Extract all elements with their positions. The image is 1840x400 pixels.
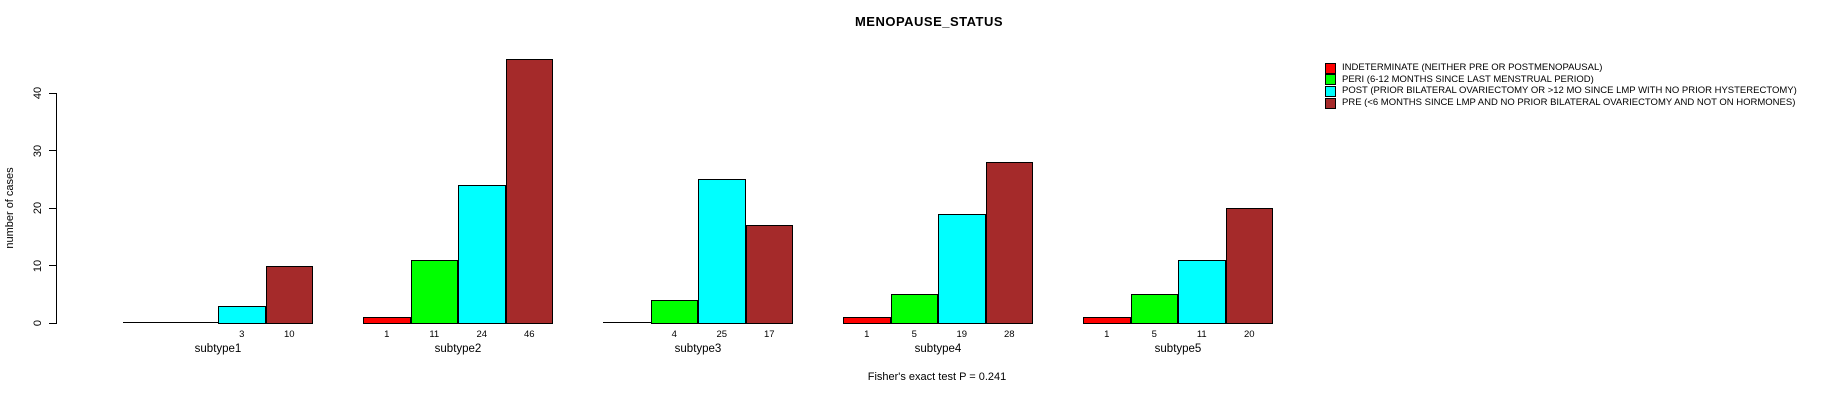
category-label: subtype4 — [914, 343, 962, 355]
bar — [265, 265, 313, 324]
bar-value-label: 20 — [1243, 329, 1255, 340]
bar-value-label: 24 — [476, 329, 488, 340]
legend-label: PRE (<6 MONTHS SINCE LMP AND NO PRIOR BI… — [1342, 97, 1796, 109]
bar — [505, 58, 553, 324]
bar-value-label: 4 — [671, 329, 677, 340]
bar — [458, 185, 506, 324]
bar — [363, 317, 411, 324]
bar-value-label: 1 — [384, 329, 390, 340]
bar — [938, 213, 986, 324]
chart-title: MENOPAUSE_STATUS — [854, 14, 1004, 29]
bar — [218, 305, 266, 324]
bar-value-label: 17 — [763, 329, 775, 340]
bar-value-label: 10 — [283, 329, 295, 340]
bar — [890, 294, 938, 324]
category-label: subtype3 — [674, 343, 722, 355]
legend-swatch — [1325, 85, 1336, 97]
bar — [843, 317, 891, 324]
footer-annotation: Fisher's exact test P = 0.241 — [867, 371, 1007, 383]
bar — [1225, 208, 1273, 324]
y-axis-line — [56, 93, 57, 324]
bar-value-label: 19 — [956, 329, 968, 340]
y-tick — [49, 92, 56, 94]
bar-value-label: 5 — [1151, 329, 1157, 340]
bar — [745, 225, 793, 324]
bar-value-label: 11 — [1196, 329, 1207, 340]
bar-value-label: 3 — [239, 329, 245, 340]
bar — [1083, 317, 1131, 324]
bar-value-label: 5 — [911, 329, 917, 340]
bar-value-label: 46 — [523, 329, 535, 340]
bar — [650, 300, 698, 324]
legend-swatch — [1325, 62, 1336, 74]
y-tick-label: 30 — [32, 144, 44, 157]
y-tick — [49, 265, 56, 266]
y-tick-label: 20 — [32, 201, 44, 215]
y-tick — [49, 150, 56, 151]
y-tick — [49, 207, 56, 209]
category-label: subtype2 — [434, 343, 482, 355]
legend-label: POST (PRIOR BILATERAL OVARIECTOMY OR >12… — [1342, 85, 1797, 97]
legend-swatch — [1325, 97, 1336, 109]
bar — [410, 259, 458, 324]
y-tick-label: 10 — [32, 259, 44, 272]
legend-label: INDETERMINATE (NEITHER PRE OR POSTMENOPA… — [1342, 62, 1603, 73]
bar — [698, 179, 746, 324]
bar-value-label: 11 — [429, 329, 440, 340]
y-tick-label: 40 — [32, 86, 44, 100]
bar-value-label: 28 — [1003, 329, 1015, 340]
bar — [1130, 294, 1178, 324]
bar-value-label: 25 — [716, 329, 728, 340]
bar-value-label: 1 — [864, 329, 870, 340]
category-label: subtype5 — [1154, 343, 1202, 355]
category-label: subtype1 — [194, 343, 242, 355]
y-tick — [49, 322, 56, 324]
bar-value-label: 1 — [1104, 329, 1110, 340]
bar — [985, 162, 1033, 324]
y-tick-label: 0 — [32, 319, 44, 327]
legend-label: PERI (6-12 MONTHS SINCE LAST MENSTRUAL P… — [1342, 73, 1594, 85]
legend-swatch — [1325, 74, 1336, 86]
y-axis-label: number of cases — [4, 167, 16, 249]
bar — [1178, 259, 1226, 324]
